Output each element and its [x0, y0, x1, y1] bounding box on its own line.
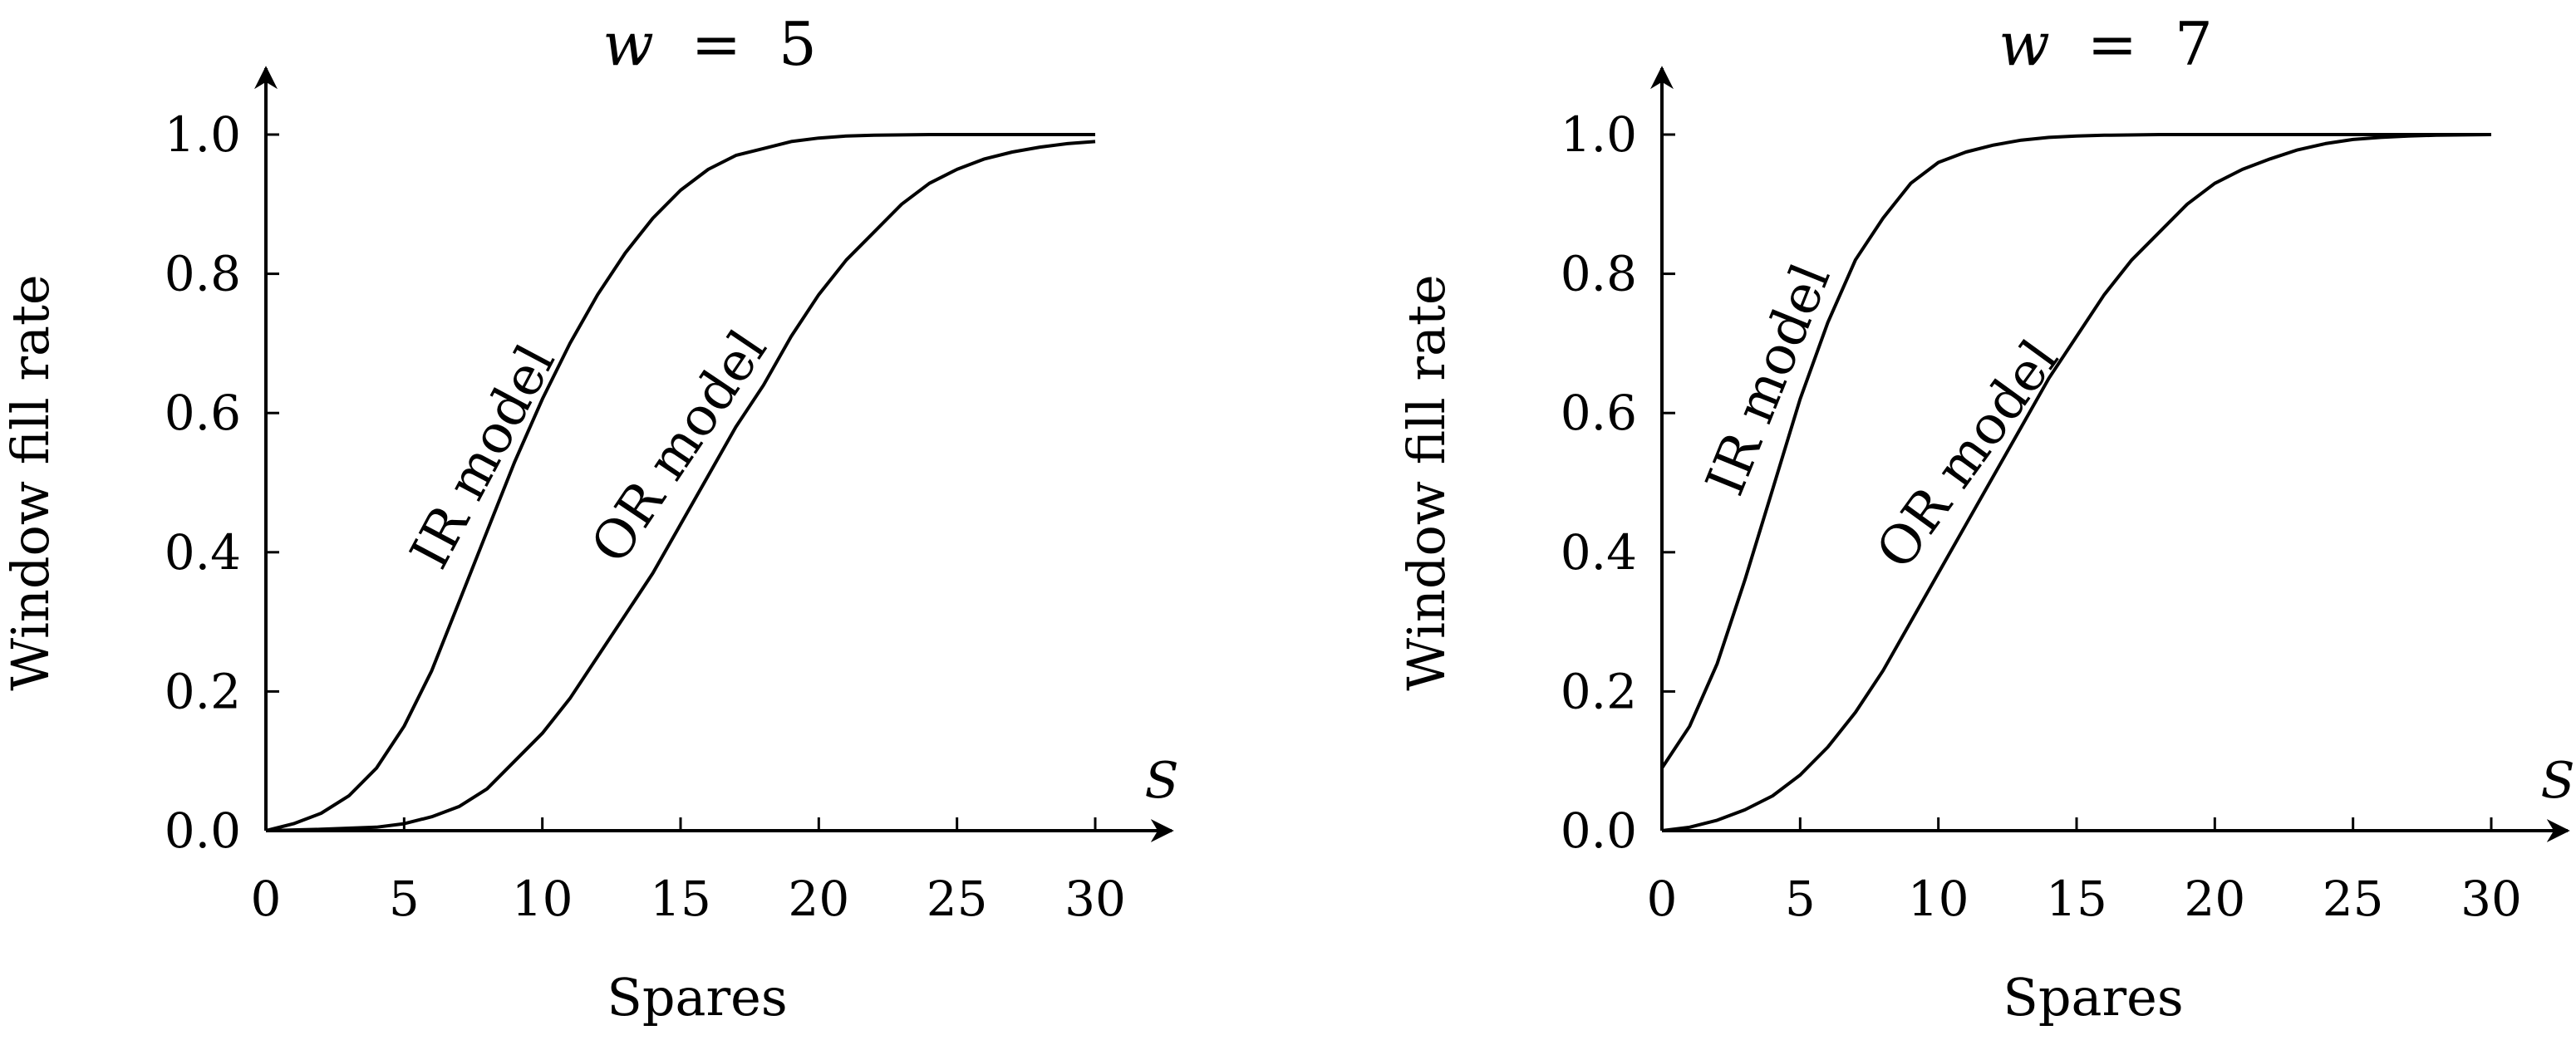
or-model-label: OR model [1865, 330, 2071, 581]
axis-variable-label: S [1144, 752, 1178, 810]
y-tick-label: 0.2 [165, 663, 241, 719]
y-tick-label: 0.0 [165, 802, 241, 859]
x-tick-label: 25 [2323, 871, 2384, 927]
x-tick-label: 30 [2460, 871, 2522, 927]
series-lines [265, 133, 1096, 832]
x-ticks: 0 5 10 15 20 25 30 [1647, 817, 2522, 927]
y-tick-label: 0.6 [165, 385, 241, 441]
x-tick-label: 0 [251, 871, 282, 927]
x-tick-label: 5 [1785, 871, 1816, 927]
x-tick-label: 20 [788, 871, 849, 927]
x-tick-label: 15 [650, 871, 711, 927]
x-tick-label: 25 [927, 871, 988, 927]
or-model-curve [1661, 133, 2492, 832]
x-tick-label: 15 [2046, 871, 2107, 927]
x-tick-label: 5 [389, 871, 420, 927]
ir-model-label: IR model [1694, 256, 1842, 504]
chart-title: w = 5 [602, 9, 817, 79]
x-axis-label: Spares [2003, 967, 2183, 1028]
y-axis-label: Window fill rate [0, 274, 61, 690]
title-variable: w [602, 9, 654, 79]
y-tick-label: 0.4 [165, 524, 241, 581]
chart-panel-w5: w = 5 0 5 10 15 20 25 30 0.00.20.40.60.81.0 S … [0, 9, 1179, 1028]
title-operator: = [2087, 9, 2137, 79]
axis-variable-label: S [2540, 752, 2574, 810]
y-tick-label: 0.8 [1561, 246, 1637, 302]
y-tick-label: 0.4 [1561, 524, 1637, 581]
or-model-label: OR model [580, 320, 779, 574]
x-tick-label: 0 [1647, 871, 1678, 927]
x-axis-label: Spares [607, 967, 787, 1028]
y-tick-label: 0.6 [1561, 385, 1637, 441]
series-lines [1660, 133, 2492, 832]
x-tick-label: 30 [1064, 871, 1126, 927]
chart-title: w = 7 [1998, 9, 2213, 79]
x-tick-label: 10 [1908, 871, 1969, 927]
title-operator: = [691, 9, 741, 79]
y-tick-label: 0.8 [165, 246, 241, 302]
title-value: 5 [779, 9, 817, 79]
ir-model-curve [265, 133, 1095, 832]
y-tick-label: 1.0 [165, 106, 241, 163]
x-tick-label: 20 [2184, 871, 2245, 927]
y-tick-label: 1.0 [1561, 106, 1637, 163]
y-ticks: 0.0 0.2 0.4 0.6 0.8 1.0 [1561, 106, 1675, 859]
x-ticks: 0 5 10 15 20 25 30 [251, 817, 1126, 927]
x-tick-label: 10 [512, 871, 573, 927]
y-axis-label: Window fill rate [1396, 274, 1457, 690]
title-value: 7 [2175, 9, 2213, 79]
chart-panel-w7: w = 7 0 5 10 15 20 25 30 0.00.20.40.60.81.0 S … [1396, 9, 2575, 1028]
title-variable: w [1998, 9, 2050, 79]
or-model-curve [265, 140, 1096, 832]
y-tick-label: 0.2 [1561, 663, 1637, 719]
y-ticks: 0.0 0.2 0.4 0.6 0.8 1.0 [165, 106, 279, 859]
y-tick-label: 0.0 [1561, 802, 1637, 859]
ir-model-curve [1660, 133, 2491, 769]
